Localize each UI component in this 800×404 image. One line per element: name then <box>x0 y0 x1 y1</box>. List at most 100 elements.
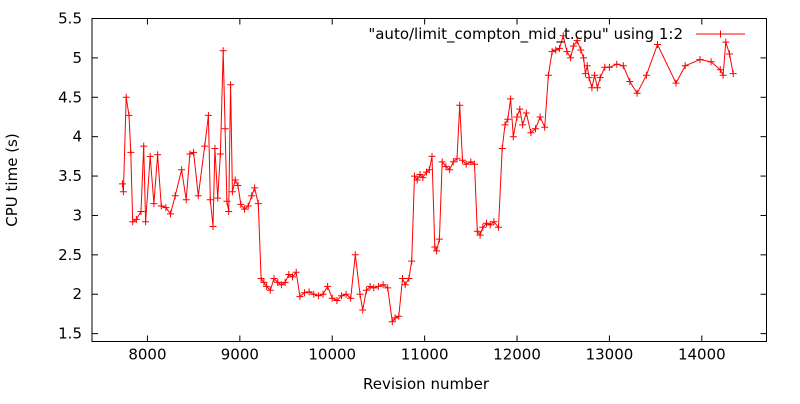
data-point-marker <box>522 109 530 117</box>
data-point-marker <box>401 281 409 289</box>
data-point-marker <box>178 166 186 174</box>
data-point-marker <box>596 74 604 82</box>
data-point-marker <box>495 223 502 231</box>
data-point-marker <box>234 182 242 189</box>
data-point-marker <box>569 42 577 50</box>
data-point-marker <box>296 293 304 301</box>
data-point-marker <box>122 93 130 101</box>
data-point-marker <box>536 113 544 121</box>
data-point-marker <box>433 247 441 255</box>
data-point-marker <box>186 150 194 158</box>
x-axis-label: Revision number <box>363 375 490 393</box>
data-point-marker <box>301 289 308 297</box>
x-tick-label: 10000 <box>308 346 356 364</box>
data-point-marker <box>244 202 252 210</box>
data-point-marker <box>435 235 443 243</box>
data-point-marker <box>370 284 378 292</box>
data-point-marker <box>351 251 359 259</box>
data-point-marker <box>328 294 336 302</box>
data-point-marker <box>467 158 475 166</box>
data-point-marker <box>310 290 318 298</box>
data-point-marker <box>214 194 222 202</box>
data-point-marker <box>446 166 454 174</box>
data-point-marker <box>314 292 322 300</box>
data-point-marker <box>263 282 271 290</box>
data-point-marker <box>150 200 158 208</box>
data-point-marker <box>129 218 137 226</box>
data-point-marker <box>119 188 127 196</box>
data-point-marker <box>266 286 274 294</box>
data-point-marker <box>379 281 387 289</box>
data-point-marker <box>257 275 265 282</box>
data-point-marker <box>605 63 613 71</box>
y-tick-label: 1.5 <box>58 325 82 343</box>
data-point-marker <box>459 156 466 164</box>
data-point-marker <box>527 129 535 137</box>
series-line <box>122 33 734 324</box>
y-tick-label: 4 <box>72 128 82 146</box>
data-point-marker <box>516 105 524 113</box>
data-point-marker <box>399 275 406 282</box>
data-point-marker <box>456 101 464 109</box>
data-point-marker <box>556 44 563 52</box>
data-point-marker <box>716 66 724 74</box>
data-point-marker <box>544 71 552 79</box>
data-point-marker <box>127 148 135 156</box>
data-point-marker <box>204 111 212 119</box>
data-point-marker <box>231 176 239 184</box>
data-point-marker <box>347 294 355 302</box>
data-point-marker <box>548 48 556 56</box>
data-point-marker <box>366 282 374 290</box>
data-point-marker <box>577 46 585 54</box>
data-point-marker <box>507 95 515 103</box>
data-point-marker <box>342 290 350 298</box>
data-point-marker <box>154 151 162 159</box>
data-point-marker <box>270 275 278 282</box>
data-point-marker <box>532 125 539 133</box>
data-point-marker <box>580 54 588 62</box>
data-point-marker <box>333 297 341 304</box>
data-point-marker <box>324 282 332 290</box>
y-tick-label: 4.5 <box>58 88 82 106</box>
data-point-marker <box>201 142 209 150</box>
y-axis-label: CPU time (s) <box>3 133 21 226</box>
data-point-marker <box>573 37 581 45</box>
data-point-marker <box>374 282 382 290</box>
data-point-marker <box>237 200 245 208</box>
data-point-marker <box>501 121 509 129</box>
data-point-marker <box>719 71 727 79</box>
data-point-marker <box>408 257 416 265</box>
data-point-marker <box>391 314 399 322</box>
data-point-marker <box>672 79 680 87</box>
data-point-marker <box>137 208 145 215</box>
data-point-marker <box>281 278 289 286</box>
data-point-marker <box>356 290 364 298</box>
data-point-marker <box>519 121 527 129</box>
data-point-marker <box>277 281 285 289</box>
data-point-marker <box>613 60 621 68</box>
x-tick-label: 13000 <box>586 346 634 364</box>
data-point-marker <box>254 200 262 208</box>
data-point-marker <box>567 54 575 62</box>
data-point-marker <box>453 155 461 163</box>
y-tick-label: 2 <box>72 285 82 303</box>
data-point-marker <box>411 172 418 180</box>
legend-label: "auto/limit_compton_mid_t.cpu" using 1:2 <box>368 25 683 44</box>
data-point-marker <box>219 47 227 55</box>
data-point-marker <box>289 273 296 281</box>
data-point-marker <box>476 231 484 239</box>
data-point-marker <box>395 312 403 320</box>
data-point-marker <box>338 292 345 300</box>
data-point-marker <box>211 145 219 152</box>
data-point-marker <box>583 62 591 70</box>
data-point-marker <box>486 221 494 229</box>
data-point-marker <box>552 46 560 54</box>
data-point-marker <box>171 192 179 200</box>
data-point-marker <box>194 192 202 200</box>
data-point-marker <box>162 204 170 212</box>
data-point-marker <box>513 113 521 121</box>
legend-marker <box>717 30 724 38</box>
data-point-marker <box>146 152 154 160</box>
data-point-marker <box>483 219 490 227</box>
data-point-marker <box>726 50 733 58</box>
